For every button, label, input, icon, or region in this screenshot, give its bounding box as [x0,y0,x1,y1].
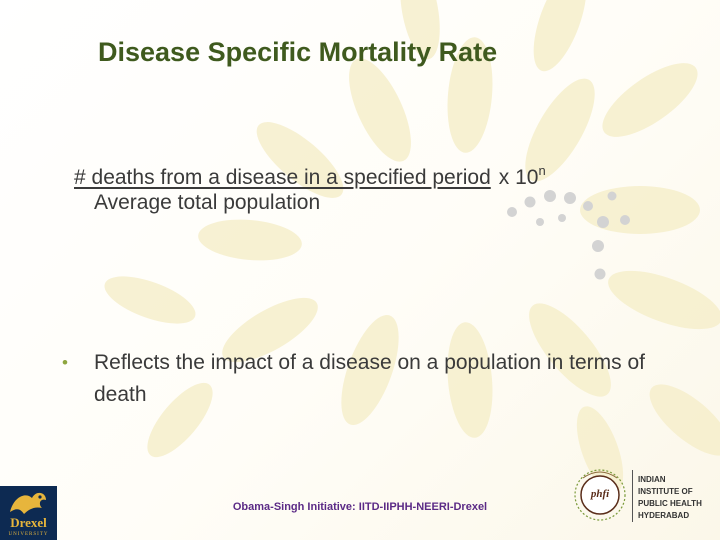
iiph-logo-text: INDIAN INSTITUTE OF PUBLIC HEALTH HYDERA… [638,475,702,520]
formula-numerator-text: # deaths from a disease in a specified p… [74,166,491,189]
drexel-subtext: UNIVERSITY [8,532,49,537]
dragon-icon [10,492,46,514]
phfi-seal-icon [574,469,626,521]
formula-multiplier: x 10 [498,166,539,189]
logo-divider [632,470,633,522]
formula-exponent: n [538,163,546,178]
formula-denominator: Average total population [94,191,321,214]
slide-title: Disease Specific Mortality Rate [98,37,498,67]
formula-numerator: # deaths from a disease in a specified p… [74,156,546,193]
phfi-wordmark: phfi [590,488,610,500]
flower-petals [104,0,720,494]
phfi-seal: phfi [572,466,628,524]
drexel-wordmark: Drexel [10,515,47,530]
bullet-marker: • [62,353,68,372]
drexel-logo: Drexel UNIVERSITY [0,486,57,540]
bullet-text: Reflects the impact of a disease on a po… [94,351,645,406]
footer-text: Obama-Singh Initiative: IITD-IIPHH-NEERI… [232,501,488,513]
dotted-arc [507,190,630,280]
